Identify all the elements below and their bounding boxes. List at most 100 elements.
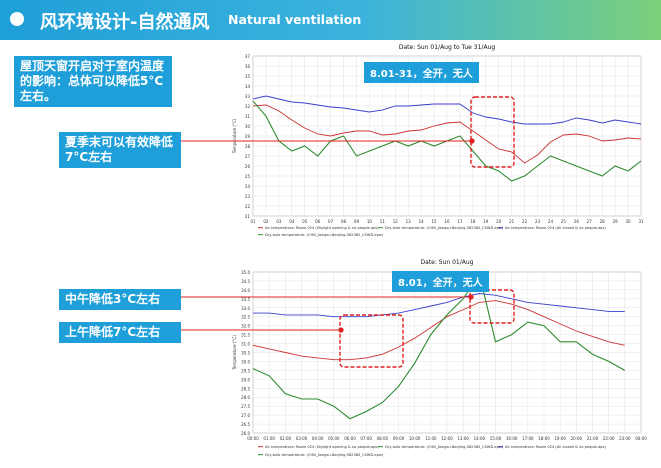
y-tick-label: 25 [245, 174, 251, 179]
y-tick-label: 26.5 [241, 422, 250, 427]
chart1-scenario-tag: 8.01-31，全开，无人 [364, 62, 479, 83]
y-tick-label: 32.5 [241, 315, 250, 320]
legend-label: Air temperature: Room 024 (All closed & … [505, 445, 606, 449]
x-tick-label: 11 [380, 219, 386, 224]
highlight-box-morning [339, 314, 404, 368]
x-tick-label: 15 [432, 219, 438, 224]
bullet-dot-icon [10, 12, 24, 26]
header-bar: 风环境设计-自然通风 Natural ventilation [0, 0, 661, 40]
y-tick-label: 33.5 [241, 297, 250, 302]
x-tick-label: 25 [561, 219, 567, 224]
y-axis-label: Temperature (°C) [232, 118, 237, 154]
y-tick-label: 30.5 [241, 351, 250, 356]
y-tick-label: 27 [245, 154, 251, 159]
x-tick-label: 31 [638, 219, 644, 224]
x-tick-label: 13:00 [457, 436, 469, 441]
legend-label: Dry-bulb temperature: (CHN_Jiangsu.Nanji… [265, 233, 384, 237]
y-tick-label: 33 [245, 94, 251, 99]
x-tick-label: 30 [626, 219, 632, 224]
y-tick-label: 35.0 [241, 270, 250, 275]
y-tick-label: 31.5 [241, 333, 250, 338]
x-tick-label: 12 [393, 219, 399, 224]
y-tick-label: 34.0 [241, 288, 250, 293]
highlight-box-noon [469, 289, 515, 324]
x-tick-label: 01:00 [263, 436, 275, 441]
x-tick-label: 00:00 [635, 436, 647, 441]
x-tick-label: 15:00 [490, 436, 502, 441]
connector-dot [469, 138, 475, 144]
note-noon: 中午降低3°C左右 [59, 289, 181, 310]
x-tick-label: 19:00 [554, 436, 566, 441]
x-tick-label: 10 [367, 219, 373, 224]
y-tick-label: 29 [245, 134, 251, 139]
series-line-3 [252, 272, 626, 420]
series-line-1 [252, 104, 642, 164]
note-morning: 上午降低7°C左右 [59, 322, 181, 343]
chart-title: Date: Sun 01/Aug to Tue 31/Aug [399, 44, 496, 51]
annotations [181, 96, 515, 368]
y-tick-label: 24 [245, 184, 251, 189]
x-tick-label: 24 [548, 219, 554, 224]
y-tick-label: 21 [245, 214, 251, 219]
y-tick-label: 34 [245, 84, 251, 89]
note-overall-effect: 屋顶天窗开启对于室内温度的影响：总体可以降低5°C左右。 [14, 56, 172, 107]
legend-label: Dry-bulb temperature: (CHN_Jiangsu.Nanji… [265, 453, 384, 457]
x-tick-label: 02 [263, 219, 269, 224]
legend-label: Air temperature: Room 024 (All closed & … [505, 226, 606, 230]
x-tick-label: 06:00 [344, 436, 356, 441]
x-tick-label: 11:00 [425, 436, 437, 441]
x-tick-label: 22 [522, 219, 528, 224]
y-axis-label: Temperature (°C) [232, 335, 237, 371]
y-tick-label: 33.0 [241, 306, 250, 311]
x-tick-label: 19 [483, 219, 489, 224]
y-tick-label: 23 [245, 194, 251, 199]
x-tick-label: 16:00 [506, 436, 518, 441]
series-line-1 [252, 300, 625, 361]
x-tick-label: 09 [354, 219, 360, 224]
chart-title: Date: Sun 01/Aug [421, 259, 474, 266]
legend-label: Air temperature: Room 024 (Skylight open… [265, 226, 379, 230]
chart2-scenario-tag: 8.01，全开，无人 [392, 271, 489, 292]
x-tick-label: 00:00 [247, 436, 259, 441]
y-tick-label: 36 [245, 64, 251, 69]
x-tick-label: 14:00 [474, 436, 486, 441]
connector-dot [338, 327, 344, 333]
x-tick-label: 05:00 [328, 436, 340, 441]
x-tick-label: 26 [574, 219, 580, 224]
y-tick-label: 27.5 [241, 404, 250, 409]
y-tick-label: 30 [245, 124, 251, 129]
x-tick-label: 10:00 [409, 436, 421, 441]
legend-label: Dry-bulb temperature: (CHN_Jiangsu.Nanji… [385, 445, 504, 449]
note-late-summer: 夏季末可以有效降低7°C左右 [59, 132, 181, 168]
x-tick-label: 07:00 [360, 436, 372, 441]
y-tick-label: 26.0 [241, 431, 250, 436]
x-tick-label: 03 [276, 219, 282, 224]
x-tick-label: 23 [535, 219, 541, 224]
x-tick-label: 29 [613, 219, 619, 224]
x-tick-label: 20 [496, 219, 502, 224]
x-tick-label: 23:00 [619, 436, 631, 441]
y-tick-label: 26 [245, 164, 251, 169]
legend-label: Air temperature: Room 024 (Skylight open… [265, 445, 379, 449]
x-tick-label: 01 [250, 219, 256, 224]
y-tick-label: 34.5 [241, 279, 250, 284]
x-tick-label: 16 [444, 219, 450, 224]
x-tick-label: 06 [315, 219, 321, 224]
y-tick-label: 37 [245, 54, 251, 59]
x-tick-label: 22:00 [603, 436, 615, 441]
x-tick-label: 04:00 [312, 436, 324, 441]
series-line-2 [253, 293, 625, 318]
x-tick-label: 27 [587, 219, 593, 224]
x-tick-label: 18 [470, 219, 476, 224]
y-tick-label: 31 [245, 114, 251, 119]
x-tick-label: 18:00 [538, 436, 550, 441]
y-tick-label: 29.0 [241, 377, 250, 382]
x-tick-label: 12:00 [441, 436, 453, 441]
x-tick-label: 17 [457, 219, 463, 224]
y-tick-label: 31.0 [241, 342, 250, 347]
x-tick-label: 13 [406, 219, 412, 224]
x-tick-label: 02:00 [280, 436, 292, 441]
x-tick-label: 08 [341, 219, 347, 224]
y-tick-label: 32 [245, 104, 251, 109]
x-tick-label: 21 [509, 219, 515, 224]
